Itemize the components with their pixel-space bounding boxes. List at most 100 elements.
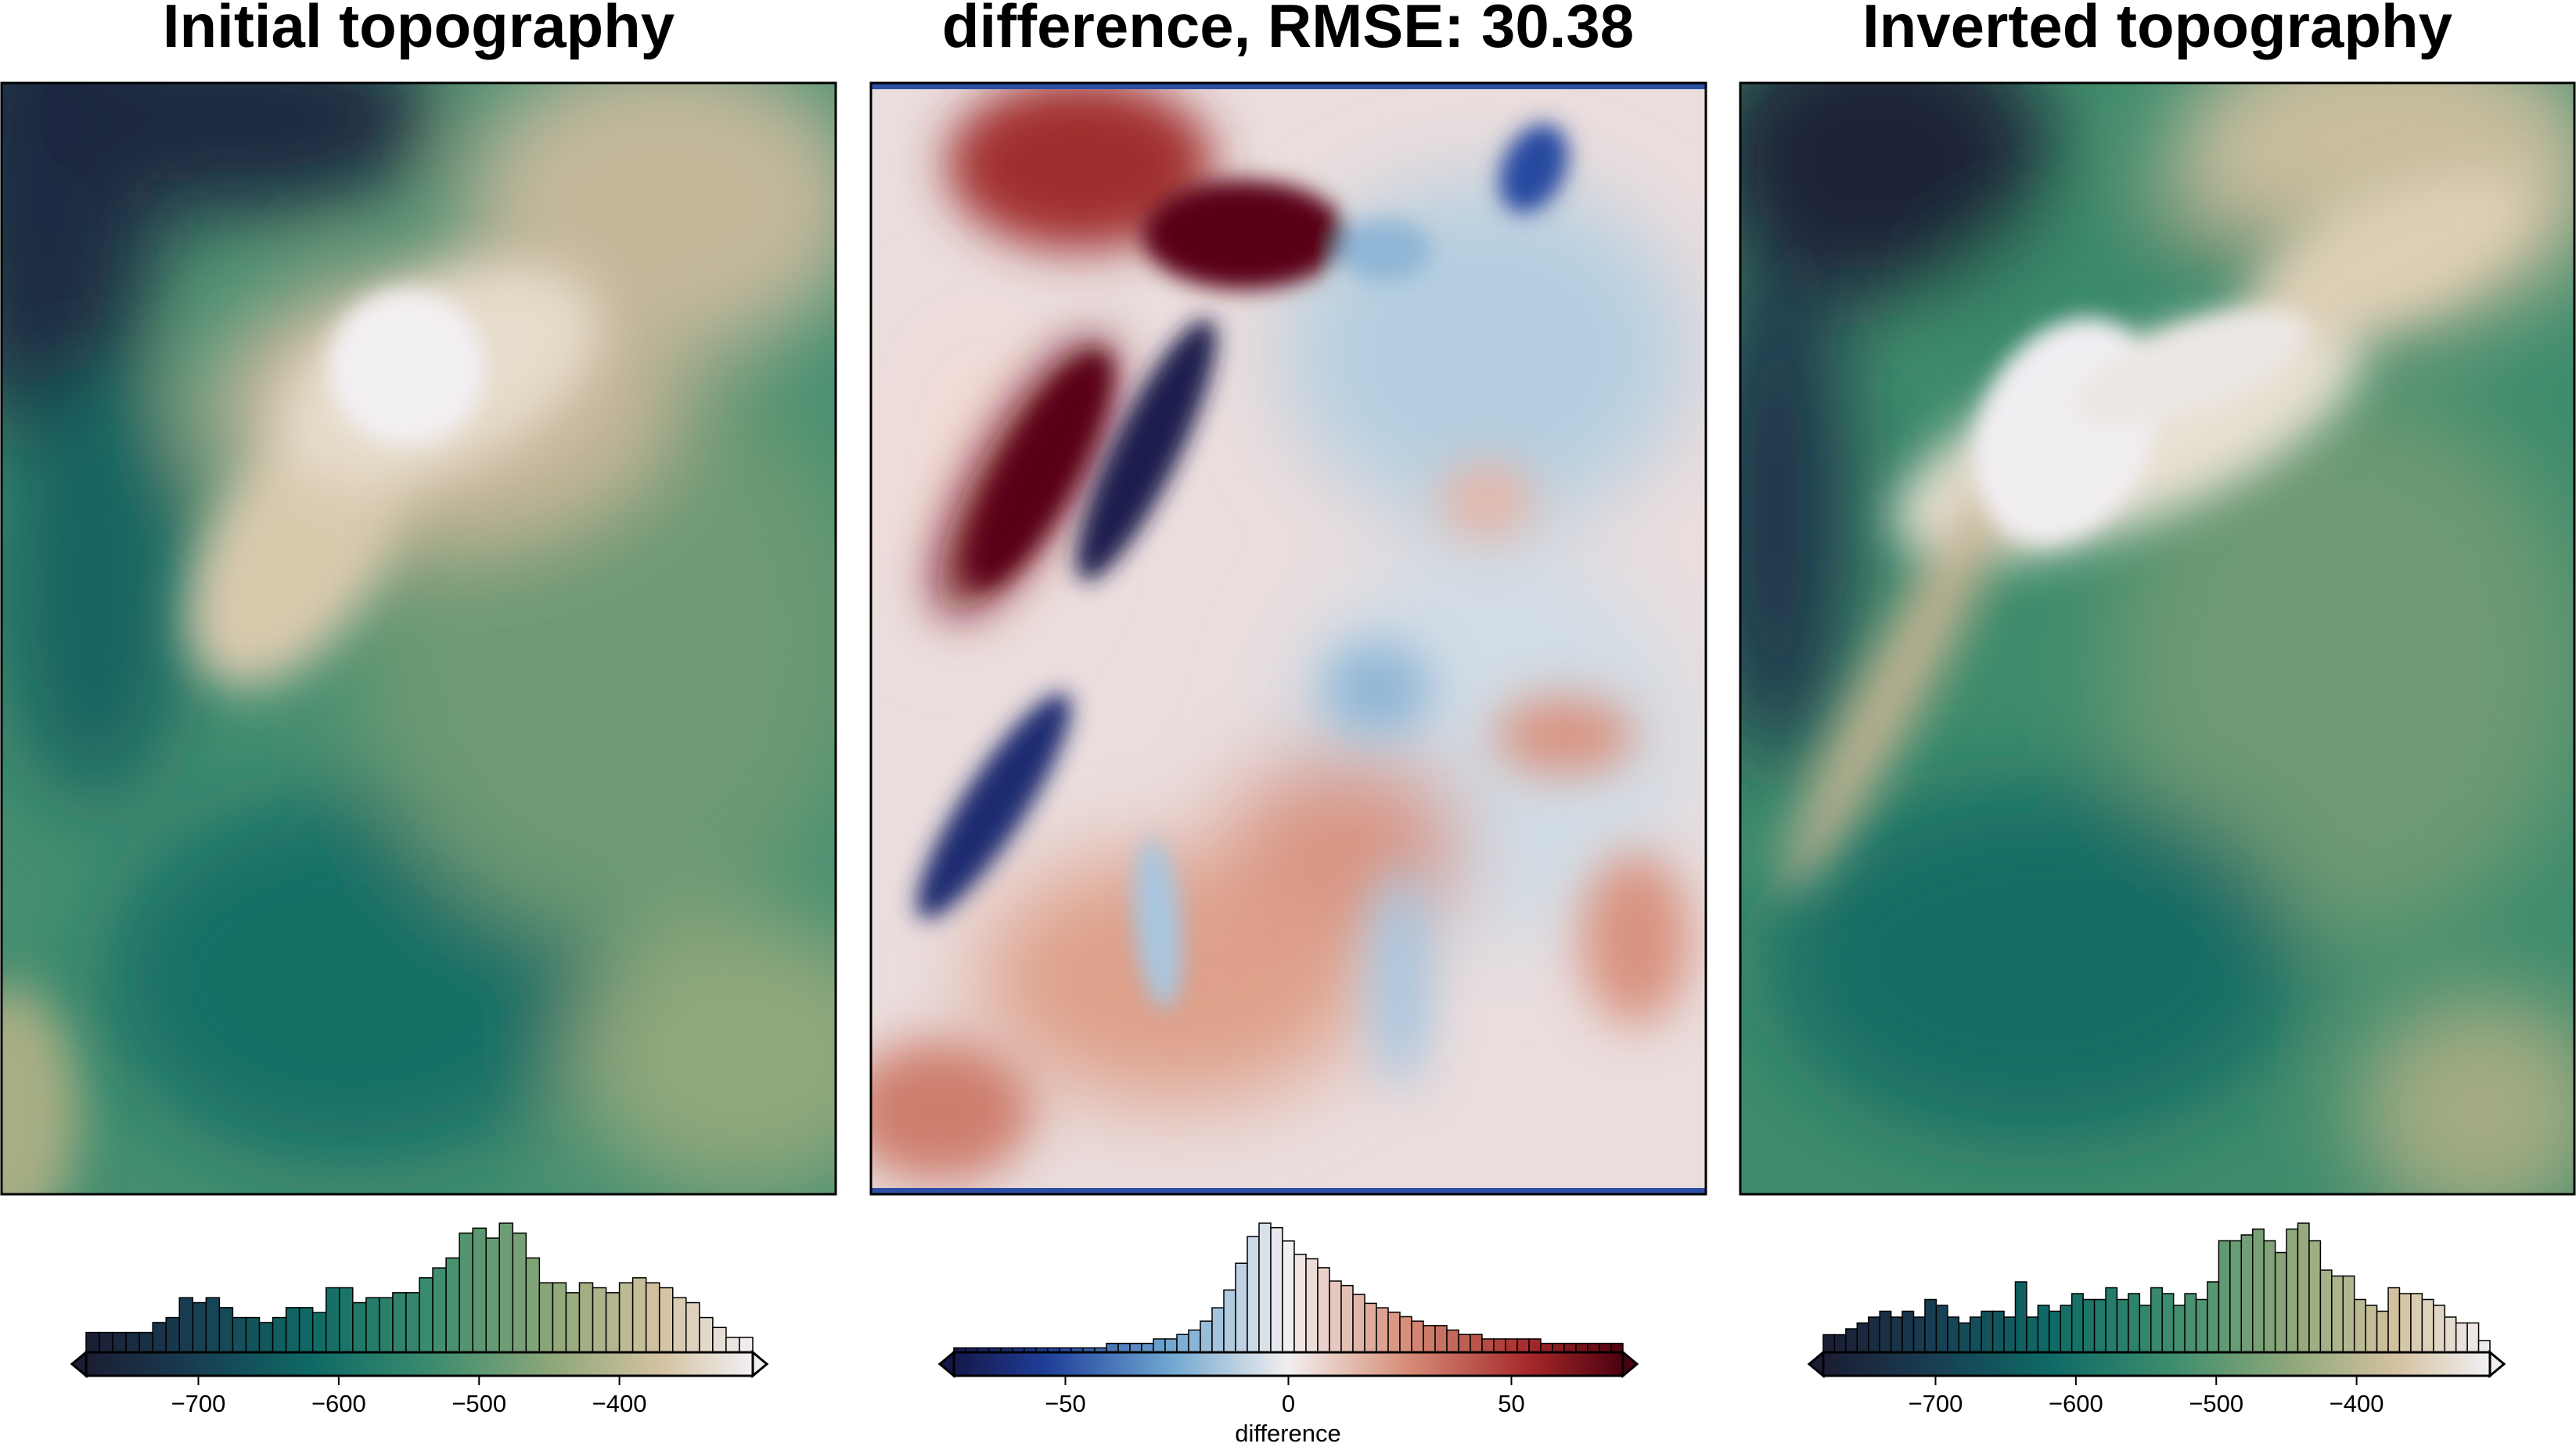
histogram-bar xyxy=(1845,1328,1858,1353)
histogram-bar xyxy=(285,1307,300,1353)
histogram-bar xyxy=(1411,1320,1424,1353)
histogram-bar xyxy=(2477,1340,2491,1353)
histogram-bar xyxy=(2365,1305,2378,1353)
colorbar-tick-label: −400 xyxy=(592,1390,647,1417)
histogram-bar xyxy=(1481,1338,1495,1353)
histogram-bar xyxy=(1317,1267,1330,1353)
histogram-bar xyxy=(485,1237,500,1353)
histogram-bar xyxy=(1587,1342,1600,1353)
histogram-bar xyxy=(1610,1342,1624,1353)
histogram-bar xyxy=(392,1292,407,1353)
histogram-bar xyxy=(139,1331,153,1353)
colorbar-right-triangle xyxy=(751,1349,769,1379)
colorbar-gradient xyxy=(85,1351,754,1377)
histogram-bar xyxy=(552,1282,567,1353)
histogram-bar xyxy=(2128,1293,2141,1353)
histogram-bar xyxy=(1129,1342,1142,1353)
histogram-bar xyxy=(725,1337,740,1353)
histogram-bar xyxy=(2252,1228,2265,1353)
histogram-bar xyxy=(192,1301,207,1353)
histogram-bar xyxy=(631,1277,647,1353)
histogram-bar xyxy=(1270,1226,1283,1353)
colorbar-inverted-topography: −700 −600 −500 −400 xyxy=(1807,1222,2506,1417)
histogram-bar xyxy=(2376,1310,2389,1353)
histogram-bar xyxy=(85,1331,100,1353)
histogram-bar xyxy=(2150,1287,2163,1353)
histogram-initial-topography xyxy=(85,1222,754,1353)
histogram-bar xyxy=(1153,1338,1166,1353)
histogram-bar xyxy=(2093,1298,2106,1353)
histogram-bar xyxy=(379,1297,394,1353)
histogram-bar xyxy=(2433,1305,2445,1353)
histogram-bar xyxy=(1340,1284,1354,1353)
heatmap-difference xyxy=(871,83,1706,1194)
histogram-bar xyxy=(2003,1316,2017,1353)
histogram-bar xyxy=(2353,1298,2366,1353)
histogram-bar xyxy=(2421,1298,2434,1353)
histogram-bar xyxy=(538,1282,554,1353)
histogram-bar xyxy=(2398,1293,2412,1353)
title-initial-topography: Initial topography xyxy=(163,0,675,60)
histogram-bar xyxy=(1599,1342,1612,1353)
histogram-bar xyxy=(2082,1298,2096,1353)
histogram-bar xyxy=(1446,1329,1459,1353)
histogram-bar xyxy=(2286,1228,2299,1353)
histogram-bar xyxy=(672,1297,687,1353)
histogram-bar xyxy=(2410,1293,2423,1353)
histogram-bar xyxy=(1200,1320,1213,1353)
histogram-bar xyxy=(1991,1310,2005,1353)
histogram-bar xyxy=(1516,1338,1530,1353)
frame-initial-topography xyxy=(0,81,837,1196)
histogram-bar xyxy=(112,1331,127,1353)
histogram-bar xyxy=(1958,1322,1971,1353)
colorbar-initial-topography: −700 −600 −500 −400 xyxy=(70,1222,769,1417)
histogram-bar xyxy=(1329,1280,1342,1353)
colorbar-tick-label: −400 xyxy=(2330,1390,2384,1417)
histogram-bar xyxy=(2240,1234,2254,1353)
histogram-bar xyxy=(1552,1342,1565,1353)
histogram-bar xyxy=(125,1331,140,1353)
histogram-bar xyxy=(1470,1334,1483,1353)
histogram-bar xyxy=(1376,1307,1389,1353)
histogram-bar xyxy=(2037,1305,2050,1353)
histogram-bar xyxy=(2049,1310,2062,1353)
histogram-bar xyxy=(405,1292,420,1353)
histogram-bar xyxy=(1434,1325,1448,1353)
histogram-bar xyxy=(2207,1281,2220,1353)
histogram-bar xyxy=(2014,1281,2027,1353)
colorbar-tick-label: −500 xyxy=(452,1390,506,1417)
histogram-bar xyxy=(352,1301,367,1353)
histogram-bar xyxy=(2026,1316,2039,1353)
histogram-bar xyxy=(1969,1316,1982,1353)
histogram-bar xyxy=(1282,1240,1295,1353)
histogram-bar xyxy=(1833,1334,1847,1353)
histogram-bar xyxy=(1879,1310,1892,1353)
histogram-bar xyxy=(578,1282,594,1353)
colorbar-right-triangle xyxy=(1621,1349,1639,1379)
histogram-bar xyxy=(1364,1302,1377,1353)
histogram-inverted-topography xyxy=(1822,1222,2491,1353)
colorbar-tick-label: −600 xyxy=(2049,1390,2103,1417)
histogram-bar xyxy=(525,1257,541,1353)
histogram-bar xyxy=(1924,1298,1937,1353)
frame-difference xyxy=(869,81,1707,1196)
colorbar-left-triangle xyxy=(937,1349,955,1379)
colorbar-tick-label: −700 xyxy=(171,1390,226,1417)
histogram-bar xyxy=(178,1297,194,1353)
histogram-bar xyxy=(2060,1305,2073,1353)
histogram-bar xyxy=(472,1227,487,1353)
histogram-bar xyxy=(512,1232,527,1353)
histogram-bar xyxy=(498,1222,514,1353)
histogram-bar xyxy=(1856,1322,1869,1353)
colorbar-right-triangle xyxy=(2488,1349,2506,1379)
frame-inverted-topography xyxy=(1739,81,2576,1196)
histogram-bar xyxy=(645,1282,660,1353)
histogram-bar xyxy=(459,1232,473,1353)
histogram-bar xyxy=(2195,1298,2208,1353)
histogram-bar xyxy=(1981,1310,1994,1353)
histogram-bar xyxy=(1106,1342,1119,1353)
histogram-bar xyxy=(1117,1342,1131,1353)
histogram-bar xyxy=(1223,1289,1236,1353)
histogram-bar xyxy=(1387,1312,1401,1353)
histogram-bar xyxy=(2116,1298,2129,1353)
